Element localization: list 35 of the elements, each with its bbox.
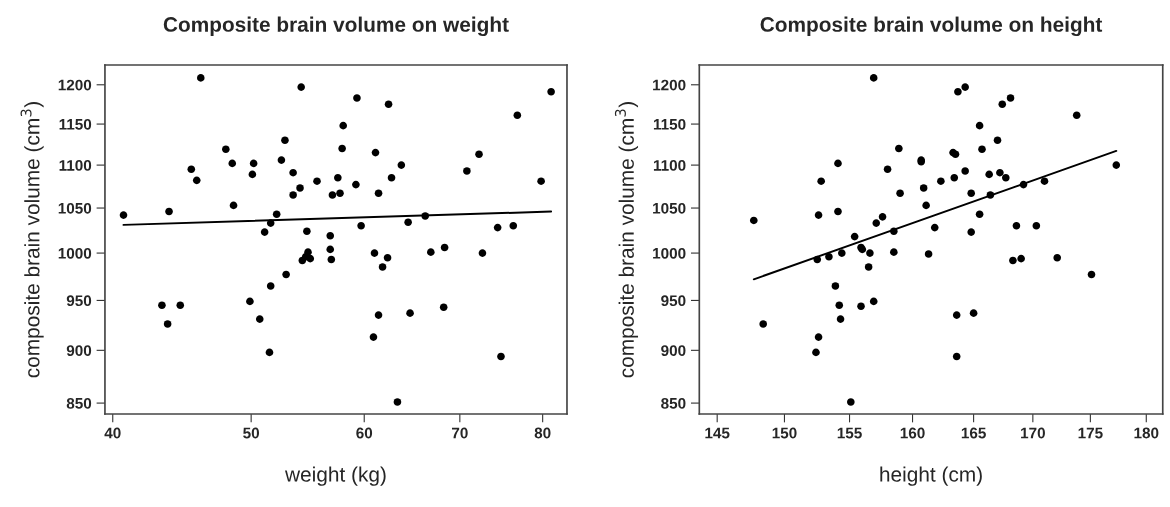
chart-title: Composite brain volume on weight: [163, 16, 509, 37]
y-tick-label: 850: [66, 397, 92, 409]
y-tick-label: 1000: [58, 247, 92, 259]
y-tick-label: 1100: [59, 159, 92, 171]
x-tick-label: 50: [243, 427, 260, 439]
x-tick-label: 175: [1078, 427, 1103, 439]
y-tick-label: 1200: [653, 79, 686, 91]
y-tick-label: 1000: [653, 247, 686, 259]
chart-title: Composite brain volume on height: [760, 16, 1103, 37]
x-tick-label: 180: [1134, 427, 1159, 439]
y-tick-label: 950: [661, 295, 686, 307]
y-tick-label: 1150: [59, 118, 92, 130]
x-tick-label: 80: [534, 427, 551, 439]
x-axis-title: weight (kg): [285, 466, 386, 486]
y-tick-label: 950: [66, 295, 92, 307]
x-axis-title: height (cm): [880, 466, 982, 486]
x-tick-label: 40: [104, 427, 121, 439]
x-tick-label: 155: [837, 427, 862, 439]
y-tick-label: 900: [66, 345, 92, 357]
x-tick-label: 60: [356, 427, 373, 439]
y-tick-label: 1200: [58, 79, 92, 91]
x-tick-label: 160: [900, 427, 925, 439]
x-tick-label: 150: [772, 427, 797, 439]
y-tick-label: 900: [661, 345, 686, 357]
x-tick-label: 145: [705, 427, 730, 439]
y-tick-label: 1150: [653, 118, 686, 130]
y-tick-label: 1050: [653, 202, 686, 214]
y-axis-title: composite brain volume (cm$^{3}$): [20, 102, 44, 378]
y-tick-label: 1050: [58, 202, 92, 214]
y-axis-title: composite brain volume (cm$^{3}$): [614, 102, 639, 378]
y-tick-label: 1100: [653, 159, 686, 171]
x-tick-label: 165: [961, 427, 986, 439]
x-tick-label: 170: [1021, 427, 1045, 439]
x-tick-label: 70: [452, 427, 468, 439]
y-tick-label: 850: [661, 397, 686, 409]
